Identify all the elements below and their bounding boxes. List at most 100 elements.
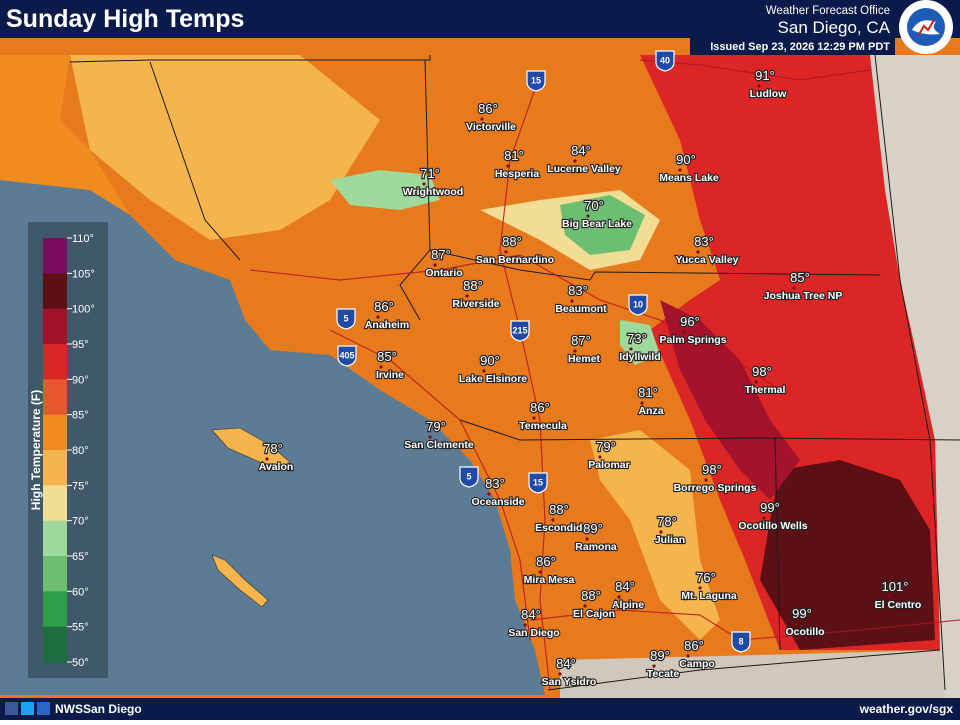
city-name: Ocotillo Wells bbox=[738, 520, 807, 532]
city: 79° San Clemente bbox=[403, 418, 475, 452]
city-temp: 71° bbox=[420, 166, 440, 181]
city-temp: 85° bbox=[790, 270, 810, 285]
highway-shield: 40 bbox=[655, 50, 675, 72]
city: 85° Irvine bbox=[375, 348, 405, 382]
shield-shape bbox=[655, 50, 675, 72]
legend-tick-label: 85° bbox=[72, 410, 89, 422]
shield-shape bbox=[731, 631, 751, 653]
shield-number: 5 bbox=[343, 313, 348, 323]
shield-number: 40 bbox=[660, 55, 670, 65]
city-dot bbox=[376, 315, 380, 319]
header-bar bbox=[0, 0, 960, 38]
city: 88° Riverside bbox=[451, 277, 501, 311]
city: 81° Anza bbox=[637, 384, 665, 418]
mild-zone bbox=[70, 55, 380, 240]
shield-number: 10 bbox=[633, 299, 643, 309]
highway-shield: 215 bbox=[510, 320, 530, 342]
shield-shape bbox=[336, 308, 356, 330]
city: 85° Joshua Tree NP bbox=[763, 269, 844, 303]
legend-swatch bbox=[43, 450, 67, 486]
city-temp: 79° bbox=[426, 419, 446, 434]
city-dot bbox=[504, 250, 508, 254]
shield-number: 5 bbox=[466, 471, 471, 481]
legend-swatch bbox=[43, 414, 67, 451]
city-dot bbox=[506, 164, 510, 168]
city: 73° Idyllwild bbox=[618, 330, 662, 364]
city-temp: 76° bbox=[696, 570, 716, 585]
city-name: Beaumont bbox=[555, 303, 607, 315]
city: 87° Ontario bbox=[424, 246, 464, 280]
city-dot bbox=[532, 416, 536, 420]
city: 89° Ramona bbox=[574, 520, 618, 554]
legend-swatch bbox=[43, 344, 67, 380]
road bbox=[499, 74, 551, 691]
city-name: Avalon bbox=[259, 461, 294, 473]
city: 70° Big Bear Lake bbox=[561, 197, 633, 231]
city-temp: 73° bbox=[627, 331, 647, 346]
city: 86° Campo bbox=[678, 637, 716, 671]
city-dot bbox=[757, 84, 761, 88]
ridge-cool bbox=[330, 170, 440, 210]
catalina-island bbox=[211, 427, 291, 471]
city-dot bbox=[570, 299, 574, 303]
legend-tick-label: 110° bbox=[72, 233, 94, 245]
city: 83° Yucca Valley bbox=[674, 233, 739, 267]
city-dot bbox=[698, 586, 702, 590]
city-temp: 98° bbox=[702, 462, 722, 477]
city-dot bbox=[704, 478, 708, 482]
website: weather.gov/sgx bbox=[859, 702, 954, 716]
city-name: Hemet bbox=[568, 353, 601, 365]
city-temp: 86° bbox=[530, 400, 550, 415]
county-line bbox=[149, 61, 241, 261]
city: 81° Hesperia bbox=[494, 147, 541, 181]
city: 86° Temecula bbox=[518, 399, 568, 433]
shield-number: 15 bbox=[531, 75, 541, 85]
city-name: Big Bear Lake bbox=[562, 218, 632, 230]
city: 90° Lake Elsinore bbox=[458, 352, 529, 386]
legend-tick-label: 80° bbox=[72, 445, 89, 457]
city-name: Wrightwood bbox=[403, 186, 463, 198]
road bbox=[529, 609, 960, 641]
city-temp: 84° bbox=[521, 607, 541, 622]
city-dot bbox=[640, 401, 644, 405]
county-line bbox=[399, 59, 431, 321]
city: 88° Escondido bbox=[534, 501, 590, 535]
highway-shield: 5 bbox=[459, 466, 479, 488]
youtube-icon bbox=[37, 702, 50, 715]
city-name: Oceanside bbox=[471, 496, 524, 508]
city-dot bbox=[652, 664, 656, 668]
city-dot bbox=[265, 457, 269, 461]
city-name: Lucerne Valley bbox=[547, 163, 621, 175]
city-temp: 91° bbox=[755, 68, 775, 83]
city: 84° San Diego bbox=[507, 606, 561, 640]
legend-swatch bbox=[43, 273, 67, 310]
city-name: Idyllwild bbox=[619, 351, 660, 363]
legend-swatch bbox=[43, 308, 67, 345]
city-name: Means Lake bbox=[659, 172, 719, 184]
city-temp: 86° bbox=[478, 101, 498, 116]
city-temp: 83° bbox=[485, 476, 505, 491]
city-temp: 83° bbox=[694, 234, 714, 249]
city-temp: 101° bbox=[882, 579, 909, 594]
city-dot bbox=[586, 214, 590, 218]
city-name: Ocotillo bbox=[785, 626, 824, 638]
legend-tick-label: 55° bbox=[72, 622, 89, 634]
city-temp: 89° bbox=[583, 521, 603, 536]
city-dot bbox=[762, 516, 766, 520]
twitter-icon bbox=[21, 702, 34, 715]
city-temp: 99° bbox=[792, 606, 812, 621]
city-name: San Ysidro bbox=[542, 676, 597, 688]
city-dot bbox=[583, 604, 587, 608]
legend-swatch bbox=[43, 379, 67, 416]
city-name: Temecula bbox=[519, 420, 567, 432]
shield-number: 405 bbox=[339, 350, 354, 360]
highway-shield: 8 bbox=[731, 631, 751, 653]
city-temp: 84° bbox=[571, 143, 591, 158]
ventura-coast bbox=[0, 55, 130, 215]
city-name: Ludlow bbox=[750, 88, 788, 100]
logo-bolt bbox=[917, 19, 935, 37]
city-name: Victorville bbox=[466, 121, 516, 133]
city-temp: 88° bbox=[581, 588, 601, 603]
city-temp: 88° bbox=[502, 234, 522, 249]
city-dot bbox=[433, 263, 437, 267]
